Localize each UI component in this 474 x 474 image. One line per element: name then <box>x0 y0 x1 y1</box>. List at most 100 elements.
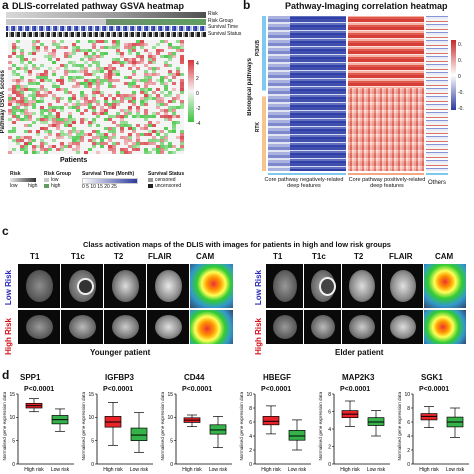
gsva-cell <box>100 136 105 140</box>
gsva-cell <box>140 100 145 104</box>
gsva-cell <box>88 133 93 137</box>
gsva-cell <box>32 124 37 128</box>
gsva-cell <box>44 97 49 101</box>
gsva-cell <box>40 151 45 154</box>
gsva-cell <box>60 85 65 89</box>
gsva-cell <box>80 124 85 128</box>
gsva-cell <box>136 64 141 68</box>
gsva-cell <box>16 121 21 125</box>
gsva-cell <box>60 118 65 122</box>
gsva-cell <box>176 127 181 131</box>
x-tick-label: High risk <box>103 467 123 473</box>
gsva-cell <box>156 151 161 154</box>
gsva-cell <box>24 64 29 68</box>
gsva-cell <box>92 52 97 56</box>
gsva-cell <box>28 106 33 110</box>
gsva-cell <box>172 121 177 125</box>
gsva-cell <box>56 118 61 122</box>
gsva-cell <box>112 118 117 122</box>
gsva-cell <box>120 151 125 154</box>
gsva-cell <box>32 43 37 47</box>
gsva-cell <box>80 70 85 74</box>
gsva-cell <box>136 97 141 101</box>
y-tick-label: 10 <box>88 415 94 421</box>
gsva-cell <box>148 52 153 56</box>
gsva-cell <box>108 139 113 143</box>
gsva-cell <box>72 121 77 125</box>
gsva-cell <box>60 40 65 44</box>
gsva-cell <box>116 115 121 119</box>
gsva-cell <box>164 130 169 134</box>
gsva-cell <box>124 103 129 107</box>
gsva-cell <box>72 103 77 107</box>
gsva-cell <box>132 61 137 65</box>
gsva-cell <box>172 52 177 56</box>
gsva-cell <box>164 49 169 53</box>
gsva-cell <box>28 136 33 140</box>
gsva-cell <box>12 55 17 59</box>
y-tick-label: 0 <box>407 462 410 468</box>
gsva-cell <box>16 106 21 110</box>
gsva-cell <box>88 112 93 116</box>
gsva-cell <box>168 64 173 68</box>
gsva-cell <box>40 82 45 86</box>
gsva-cell <box>60 100 65 104</box>
gsva-cell <box>44 121 49 125</box>
mri-low-cam <box>423 263 467 309</box>
gsva-cell <box>52 115 57 119</box>
gsva-cell <box>16 70 21 74</box>
gsva-cell <box>92 148 97 152</box>
gsva-cell <box>164 43 169 47</box>
gsva-cell <box>112 52 117 56</box>
gsva-cell <box>80 76 85 80</box>
gsva-cell <box>64 85 69 89</box>
boxplot-panel: SPP1 Normalised gene expression data P<0.0… <box>0 370 79 474</box>
gsva-cell <box>76 40 81 44</box>
gsva-cell <box>156 145 161 149</box>
gsva-cell <box>12 130 17 134</box>
gsva-cell <box>36 115 41 119</box>
gsva-cell <box>112 115 117 119</box>
gsva-cell <box>16 148 21 152</box>
gsva-cell <box>52 61 57 65</box>
gsva-cell <box>144 136 149 140</box>
gsva-cell <box>140 136 145 140</box>
gsva-cell <box>84 94 89 98</box>
gsva-cell <box>88 121 93 125</box>
gsva-cell <box>28 100 33 104</box>
gsva-cell <box>52 49 57 53</box>
gsva-cell <box>176 70 181 74</box>
gsva-cell <box>48 82 53 86</box>
gsva-cell <box>120 58 125 62</box>
gsva-cell <box>40 136 45 140</box>
gsva-cell <box>148 142 153 146</box>
gsva-cell <box>68 103 73 107</box>
gsva-cell <box>92 97 97 101</box>
gsva-cell <box>36 67 41 71</box>
gsva-cell <box>20 151 25 154</box>
gsva-cell <box>176 91 181 95</box>
gsva-cell <box>140 112 145 116</box>
gsva-cell <box>84 88 89 92</box>
gsva-cell <box>180 43 184 47</box>
gsva-cell <box>20 130 25 134</box>
gsva-cell <box>36 88 41 92</box>
gsva-cell <box>68 148 73 152</box>
gsva-cell <box>128 55 133 59</box>
gsva-cell <box>120 73 125 77</box>
gsva-cell <box>152 67 157 71</box>
gsva-cell <box>44 88 49 92</box>
gsva-cell <box>152 91 157 95</box>
gsva-cell <box>148 103 153 107</box>
gsva-cell <box>48 70 53 74</box>
gsva-cell <box>112 58 117 62</box>
gsva-cell <box>20 67 25 71</box>
gsva-cell <box>64 52 69 56</box>
gsva-cell <box>16 58 21 62</box>
gsva-cell <box>112 142 117 146</box>
gsva-cell <box>128 106 133 110</box>
gsva-cell <box>24 100 29 104</box>
gsva-cell <box>56 94 61 98</box>
gsva-cell <box>104 94 109 98</box>
gsva-cell <box>104 97 109 101</box>
